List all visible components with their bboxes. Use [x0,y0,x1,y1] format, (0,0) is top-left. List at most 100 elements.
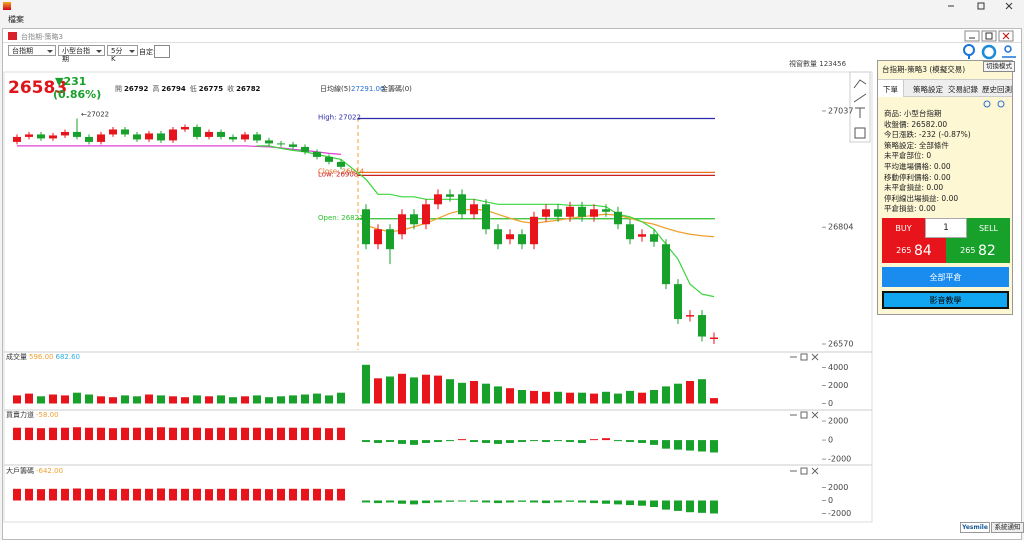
window-header: 台指期-策略3 [3,29,1021,43]
bar [626,500,634,506]
annotation: ←27022 [81,110,109,118]
bar [494,500,502,504]
quote-field-label: 高 [152,84,159,93]
candle-body [386,229,394,250]
bar [362,440,370,442]
info-line: 策略設定: 全部條件 [884,140,949,150]
mode-button[interactable]: 切換模式 [983,61,1015,72]
contract-select[interactable]: 小型台指期 [58,45,105,63]
custom-input[interactable] [154,45,170,58]
bar [602,391,610,404]
buy-button[interactable]: BUY [882,218,925,238]
candle-body [566,206,574,217]
bar [638,392,646,404]
bid-box[interactable]: 265 84 [882,238,946,263]
tab[interactable]: 交易記錄 [948,85,978,94]
zoom-icons[interactable] [982,99,1012,109]
notice-button[interactable]: 系統通知 [991,522,1024,533]
panel-controls[interactable] [790,467,819,475]
ask-box[interactable]: 265 82 [946,238,1010,263]
bar [301,394,309,404]
bar [686,381,694,404]
bar [554,440,562,442]
window-buttons[interactable] [963,30,1019,42]
window-controls[interactable] [940,0,1024,12]
symbol-select[interactable]: 台指期 [8,45,56,56]
window-count: 視窗數量 123456 [789,59,846,69]
bar [145,394,153,404]
candle-body [650,234,658,242]
window-count-option[interactable]: 6 [841,60,847,68]
candle-body [674,284,682,320]
close-all-button[interactable]: 全部平倉 [882,267,1009,287]
candle-body [590,209,598,217]
candle-body [265,140,273,144]
bar [145,427,153,441]
bar [85,427,93,441]
panel-title: 買賣力道 [6,410,34,419]
sell-button[interactable]: SELL [967,218,1010,238]
y-tick-label: 2000 [828,483,848,492]
candle-body [217,131,225,137]
panel-controls[interactable] [790,411,819,419]
bar [277,488,285,501]
quote-field-label: 開 [115,85,122,93]
candle-body [374,229,382,245]
bar [85,394,93,404]
bar [518,500,526,502]
select-text: 5分K [111,47,123,63]
bar [470,381,478,404]
bar [337,427,345,441]
bar [121,427,129,441]
indicator-line [17,145,342,155]
info-line: 商品: 小型台指期 [884,109,942,118]
bar [277,427,285,441]
bar [217,395,225,404]
tutorial-button[interactable]: 影音教學 [882,291,1009,309]
window-count-option[interactable]: 4 [832,60,838,68]
bar [13,395,21,404]
window-count-option[interactable]: 1 [819,60,824,68]
bar [73,427,81,441]
panel-title: 大戶籌碼 [6,466,34,475]
drawing-toolbar[interactable] [849,71,871,143]
candle-body [470,204,478,215]
bar [289,427,297,441]
candle-body [578,206,586,217]
bar [590,500,598,504]
y-tick-label: -2000 [828,509,851,518]
qty-input[interactable]: 1 [925,218,967,238]
tab[interactable]: 策略設定 [913,85,943,94]
window-count-option[interactable]: 3 [828,60,833,68]
window-count-option[interactable]: 5 [837,60,842,68]
bar [482,383,490,404]
extra-label: 金籌碼(0) [381,84,412,93]
bar [193,395,201,404]
tab[interactable]: 下單 [878,80,904,97]
ma-value: 27291.00 [351,85,384,93]
bar [277,396,285,404]
bar [674,440,682,450]
candle-body [181,126,189,130]
period-select[interactable]: 5分K [107,45,138,63]
bar [602,438,610,441]
bar [482,440,490,443]
bar [205,428,213,441]
bar [301,488,309,501]
candle-body [133,134,141,140]
y-tick-label: 27037 [828,106,853,115]
candle-body [85,136,93,142]
menu-item[interactable]: 檔案 [8,15,24,24]
bar [205,396,213,404]
panel-controls[interactable] [790,353,819,361]
bar [494,386,502,404]
mode-button-text: 切換模式 [986,62,1012,70]
close-all-text: 全部平倉 [929,272,962,282]
bar [626,390,634,404]
ask-prefix: 265 [960,246,976,255]
bar [85,488,93,501]
bar [398,373,406,404]
window-count-option[interactable]: 2 [823,60,829,68]
tool-icons[interactable] [961,44,1019,60]
tab[interactable]: 歷史回測 [982,85,1012,94]
